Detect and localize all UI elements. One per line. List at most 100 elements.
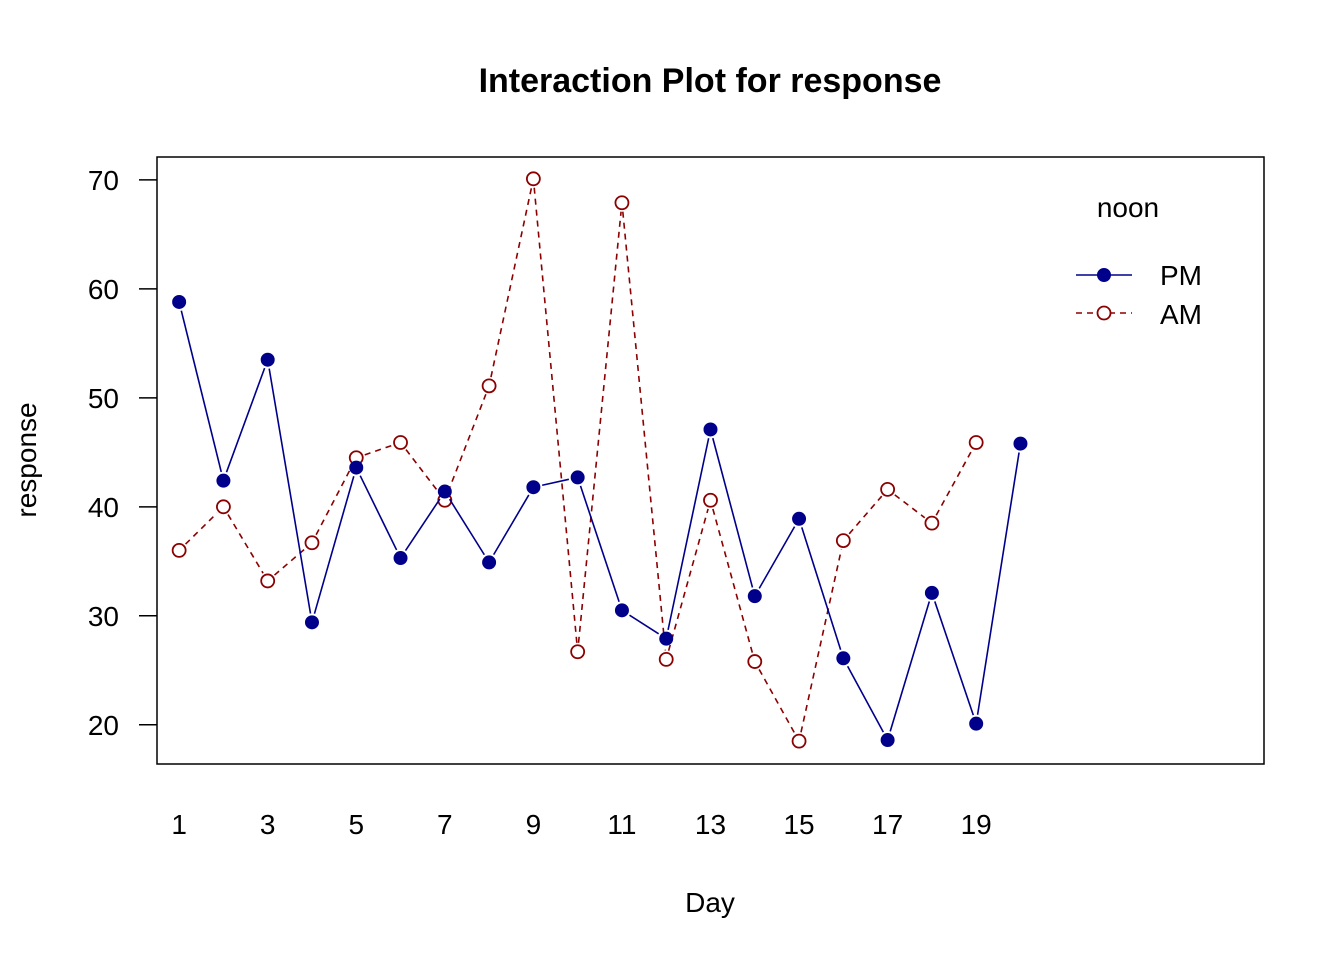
pm-segment-11 bbox=[629, 614, 660, 635]
pm-point-5 bbox=[349, 460, 364, 475]
am-segment-2 bbox=[227, 514, 264, 574]
x-tick-label-5: 5 bbox=[348, 809, 364, 840]
am-point-19 bbox=[968, 435, 984, 450]
x-tick-label-19: 19 bbox=[961, 809, 992, 840]
am-point-17 bbox=[880, 481, 896, 497]
pm-segment-1 bbox=[180, 310, 223, 473]
pm-point-11 bbox=[614, 603, 629, 618]
am-point-6 bbox=[393, 435, 408, 450]
y-tick-label-70: 70 bbox=[88, 165, 119, 196]
pm-segment-8 bbox=[492, 494, 530, 556]
pm-point-12 bbox=[659, 631, 674, 646]
pm-segment-4 bbox=[313, 476, 355, 614]
pm-point-10 bbox=[570, 470, 585, 485]
plot-frame bbox=[156, 156, 1265, 765]
x-tick-label-9: 9 bbox=[526, 809, 542, 840]
am-point-3 bbox=[260, 573, 276, 589]
am-point-14 bbox=[747, 654, 763, 669]
am-segment-13 bbox=[712, 508, 754, 654]
pm-segment-2 bbox=[225, 367, 266, 473]
pm-point-17 bbox=[880, 733, 895, 748]
series-layer bbox=[171, 171, 1028, 749]
pm-point-18 bbox=[924, 585, 939, 600]
am-segment-4 bbox=[315, 465, 353, 536]
am-point-12 bbox=[658, 651, 674, 667]
am-point-13 bbox=[703, 492, 718, 508]
pm-segment-13 bbox=[712, 437, 754, 588]
pm-point-4 bbox=[304, 615, 319, 630]
am-segment-10 bbox=[577, 211, 622, 643]
am-segment-17 bbox=[894, 494, 926, 519]
pm-point-8 bbox=[482, 555, 497, 570]
pm-point-1 bbox=[172, 294, 187, 309]
pm-segment-17 bbox=[889, 601, 931, 732]
am-segment-18 bbox=[935, 450, 973, 516]
legend-label-pm: PM bbox=[1160, 260, 1202, 291]
pm-segment-19 bbox=[976, 452, 1020, 715]
pm-point-19 bbox=[969, 716, 984, 731]
pm-point-14 bbox=[747, 589, 762, 604]
x-axis-label: Day bbox=[685, 887, 735, 918]
am-point-1 bbox=[171, 543, 187, 558]
am-point-4 bbox=[304, 535, 320, 551]
am-point-16 bbox=[835, 533, 851, 548]
am-point-11 bbox=[614, 195, 630, 211]
am-point-18 bbox=[924, 515, 940, 531]
x-axis: 1 3 5 7 9 11 13 15 17 19 bbox=[171, 809, 991, 840]
pm-segment-18 bbox=[934, 601, 975, 716]
legend-label-am: AM bbox=[1160, 299, 1202, 330]
am-segment-1 bbox=[184, 512, 218, 545]
pm-segment-5 bbox=[359, 475, 398, 551]
x-tick-label-1: 1 bbox=[171, 809, 187, 840]
am-segment-11 bbox=[622, 211, 667, 651]
pm-point-2 bbox=[216, 473, 231, 488]
pm-segment-9 bbox=[541, 478, 570, 487]
pm-segment-6 bbox=[404, 498, 441, 551]
legend: noon PM AM bbox=[1076, 192, 1202, 330]
pm-point-9 bbox=[526, 480, 541, 495]
x-tick-label-15: 15 bbox=[783, 809, 814, 840]
y-tick-label-30: 30 bbox=[88, 601, 119, 632]
pm-segment-15 bbox=[801, 527, 842, 650]
pm-point-7 bbox=[437, 484, 452, 499]
pm-segment-10 bbox=[579, 485, 620, 603]
am-segment-9 bbox=[533, 187, 578, 643]
am-segment-8 bbox=[490, 187, 533, 378]
am-point-8 bbox=[481, 378, 497, 394]
am-segment-6 bbox=[405, 449, 440, 494]
y-tick-label-60: 60 bbox=[88, 274, 119, 305]
x-tick-label-7: 7 bbox=[437, 809, 453, 840]
pm-point-16 bbox=[836, 651, 851, 666]
y-tick-label-20: 20 bbox=[88, 710, 119, 741]
y-axis-label: response bbox=[11, 402, 42, 517]
pm-point-3 bbox=[260, 352, 275, 367]
am-segment-16 bbox=[848, 495, 883, 535]
pm-segment-14 bbox=[758, 526, 796, 589]
y-axis: 20 30 40 50 60 70 bbox=[88, 165, 157, 741]
x-tick-label-17: 17 bbox=[872, 809, 903, 840]
pm-segment-16 bbox=[846, 665, 885, 733]
series-am bbox=[171, 171, 984, 749]
x-tick-label-13: 13 bbox=[695, 809, 726, 840]
legend-title: noon bbox=[1097, 192, 1159, 223]
am-point-10 bbox=[570, 644, 586, 660]
y-tick-label-40: 40 bbox=[88, 492, 119, 523]
x-tick-label-11: 11 bbox=[607, 809, 636, 840]
pm-segment-3 bbox=[268, 368, 312, 614]
chart-title: Interaction Plot for response bbox=[479, 62, 942, 100]
am-segment-5 bbox=[364, 444, 393, 456]
pm-segment-7 bbox=[448, 498, 486, 556]
pm-point-13 bbox=[703, 422, 718, 437]
legend-marker-am bbox=[1096, 305, 1112, 321]
am-point-15 bbox=[791, 733, 807, 749]
am-segment-14 bbox=[758, 669, 796, 734]
series-pm bbox=[172, 294, 1028, 748]
legend-marker-pm bbox=[1097, 268, 1111, 282]
am-segment-7 bbox=[447, 393, 487, 493]
y-tick-label-50: 50 bbox=[88, 383, 119, 414]
am-segment-12 bbox=[667, 508, 709, 651]
pm-segment-12 bbox=[667, 438, 710, 631]
pm-point-15 bbox=[792, 511, 807, 526]
pm-point-20 bbox=[1013, 436, 1028, 451]
